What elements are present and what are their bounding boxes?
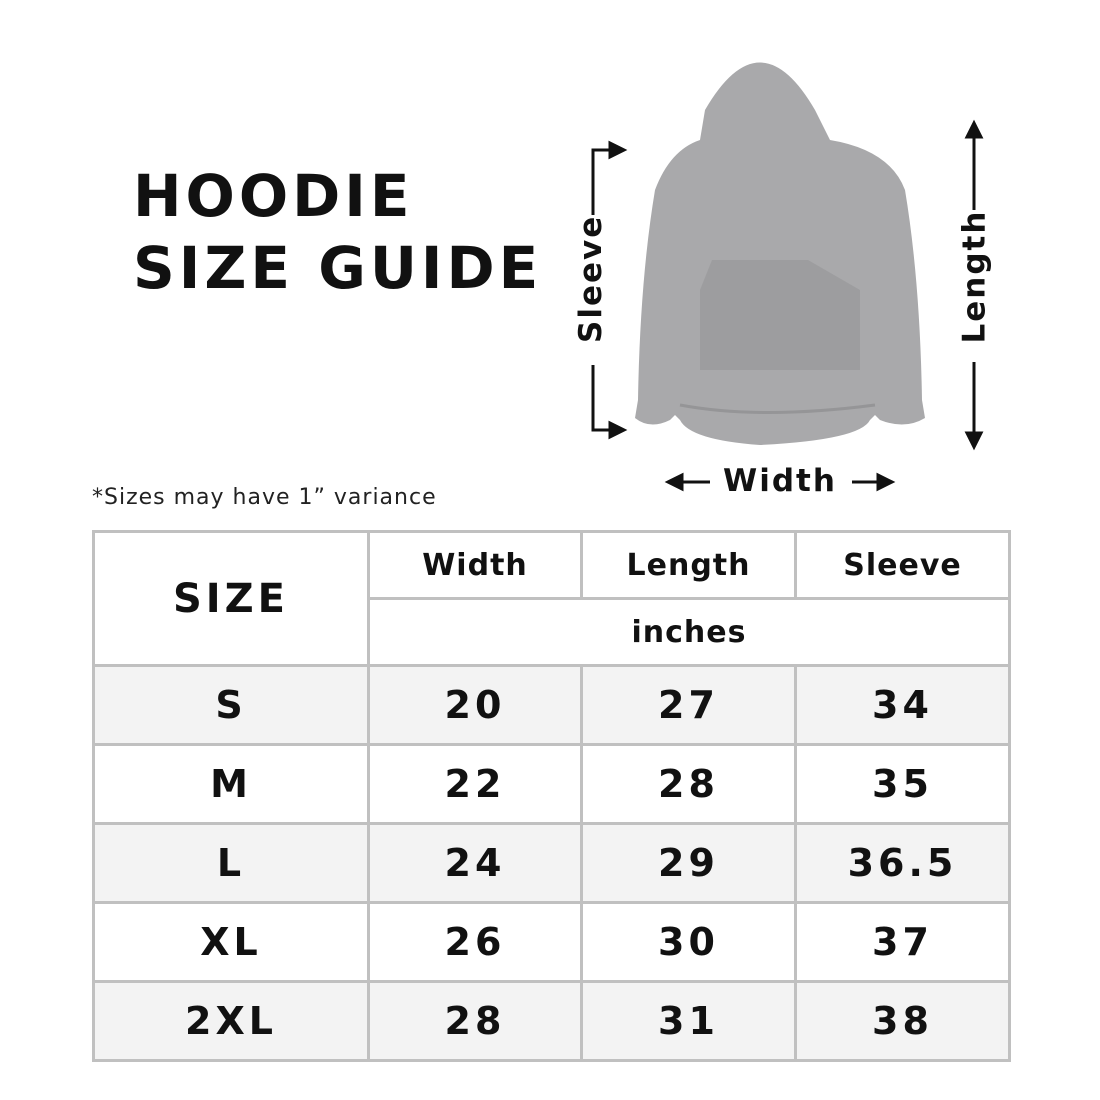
arrow-icon [876, 472, 896, 492]
sleeve-cell: 35 [794, 743, 1011, 825]
table-row: S 20 27 34 [92, 664, 1011, 746]
size-cell: L [92, 822, 370, 904]
size-cell: XL [92, 901, 370, 983]
size-header: SIZE [92, 530, 370, 667]
width-cell: 22 [367, 743, 583, 825]
col-header-sleeve: Sleeve [794, 530, 1011, 600]
table-row: M 22 28 35 [92, 743, 1011, 825]
size-cell: S [92, 664, 370, 746]
sleeve-cell: 38 [794, 980, 1011, 1062]
title-line-2: SIZE GUIDE [133, 234, 543, 302]
length-cell: 29 [580, 822, 797, 904]
width-cell: 20 [367, 664, 583, 746]
length-cell: 28 [580, 743, 797, 825]
length-label: Length [956, 209, 993, 344]
variance-note: *Sizes may have 1” variance [92, 485, 437, 510]
width-cell: 26 [367, 901, 583, 983]
unit-label: inches [367, 597, 1011, 667]
width-cell: 28 [367, 980, 583, 1062]
table-row: XL 26 30 37 [92, 901, 1011, 983]
sleeve-cell: 36.5 [794, 822, 1011, 904]
arrows [591, 119, 984, 492]
size-cell: 2XL [92, 980, 370, 1062]
sleeve-label: Sleeve [573, 214, 609, 343]
length-cell: 30 [580, 901, 797, 983]
page-title: HOODIE SIZE GUIDE [133, 160, 542, 304]
col-header-length: Length [580, 530, 797, 600]
size-table: SIZE Width Length Sleeve inches S 20 27 34 … [92, 530, 1011, 1062]
arrow-icon [664, 472, 684, 492]
col-header-width: Width [367, 530, 583, 600]
size-cell: M [92, 743, 370, 825]
arrow-icon [608, 140, 628, 160]
table-row: 2XL 28 31 38 [92, 980, 1011, 1062]
width-label: Width [723, 463, 837, 499]
hoodie-diagram [591, 62, 984, 492]
sleeve-cell: 37 [794, 901, 1011, 983]
length-cell: 31 [580, 980, 797, 1062]
arrow-icon [964, 431, 984, 451]
arrow-icon [608, 420, 628, 440]
width-cell: 24 [367, 822, 583, 904]
sleeve-cell: 34 [794, 664, 1011, 746]
title-line-1: HOODIE [133, 162, 414, 230]
length-cell: 27 [580, 664, 797, 746]
hoodie-image [635, 62, 925, 445]
table-row: L 24 29 36.5 [92, 822, 1011, 904]
arrow-icon [964, 119, 984, 139]
